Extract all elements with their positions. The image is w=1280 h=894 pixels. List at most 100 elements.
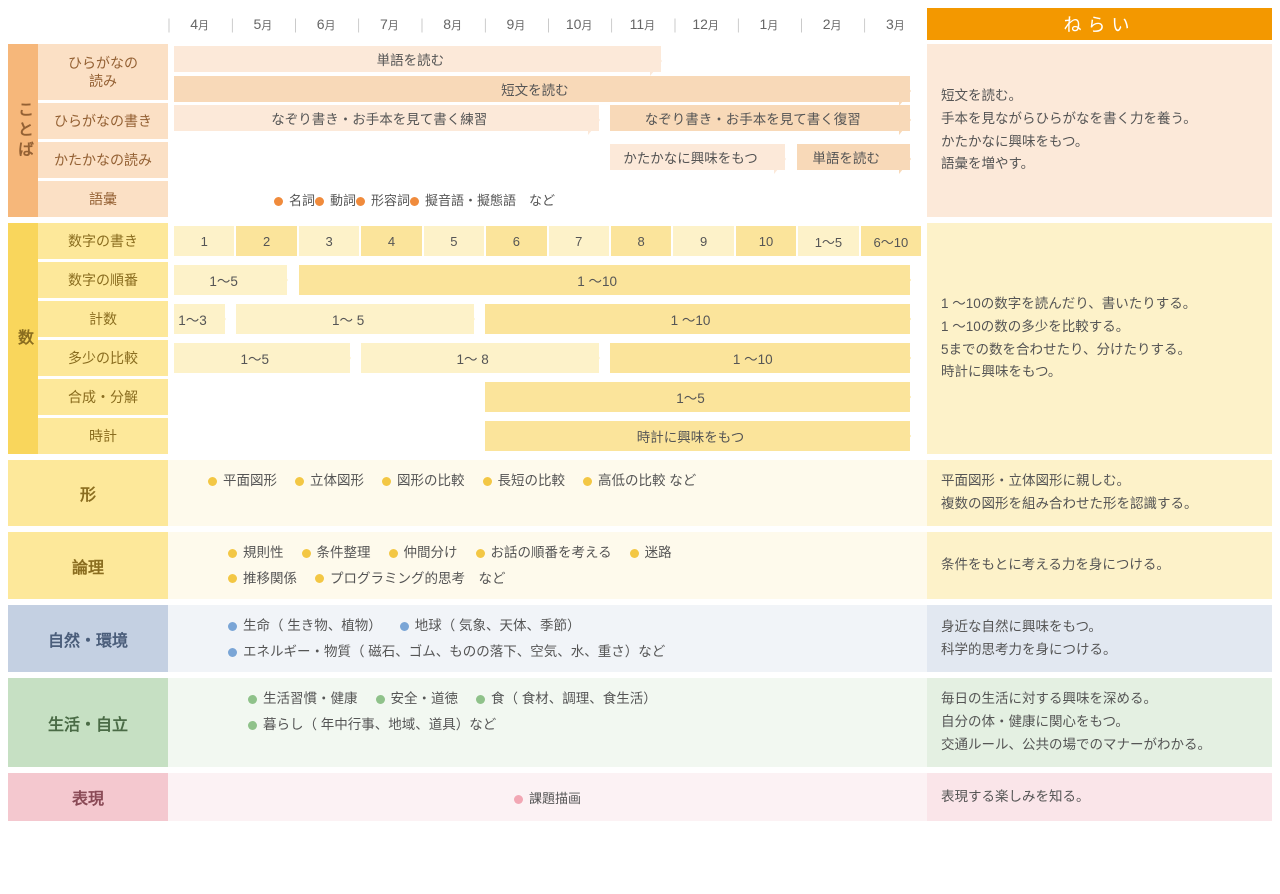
goi-item: 名詞 bbox=[274, 190, 315, 209]
label-seikatsu: 生活・自立 bbox=[8, 678, 168, 767]
suuji-cell: 2 bbox=[236, 226, 296, 256]
month-1: 1月 bbox=[737, 16, 800, 33]
sub-tokei: 時計 bbox=[38, 418, 168, 454]
bar: 1 ～10 bbox=[610, 343, 910, 373]
section-shizen: 自然・環境 生命（ 生き物、植物）地球（ 気象、天体、季節）エネルギー・物質（ … bbox=[8, 605, 1272, 672]
month-11: 11月 bbox=[611, 16, 674, 33]
suuji-cell: 9 bbox=[673, 226, 733, 256]
bullet-item: 平面図形 bbox=[208, 473, 277, 488]
bullet-item: 立体図形 bbox=[295, 473, 364, 488]
bar: 1～5 bbox=[174, 343, 350, 373]
header-row: 4月5月6月7月8月9月10月11月12月1月2月3月 ねらい bbox=[8, 8, 1272, 40]
shizen-bullets: 生命（ 生き物、植物）地球（ 気象、天体、季節）エネルギー・物質（ 磁石、ゴム、… bbox=[168, 605, 927, 672]
sub-suuji-kaki: 数字の書き bbox=[38, 223, 168, 259]
nerai-line: 語彙を増やす。 bbox=[941, 153, 1258, 176]
month-5: 5月 bbox=[231, 16, 294, 33]
suuji-kaki-cells: 123456789101～56～10 bbox=[174, 226, 921, 256]
bar: 1～3 bbox=[174, 304, 225, 334]
suuji-cell: 1～5 bbox=[798, 226, 858, 256]
bar: 1～ 8 bbox=[361, 343, 599, 373]
bar: 1～5 bbox=[485, 382, 910, 412]
sub-hiragana-write: ひらがなの書き bbox=[38, 103, 168, 139]
seikatsu-bullets: 生活習慣・健康安全・道徳食（ 食材、調理、食生活）暮らし（ 年中行事、地域、道具… bbox=[168, 678, 927, 767]
goi-item: 擬音語・擬態語 など bbox=[410, 190, 555, 209]
sub-gousei: 合成・分解 bbox=[38, 379, 168, 415]
bullet-item: 高低の比較 など bbox=[583, 473, 696, 488]
bullet-item: プログラミング的思考 など bbox=[315, 571, 506, 586]
nerai-line: 自分の体・健康に関心をもつ。 bbox=[941, 711, 1258, 734]
month-9: 9月 bbox=[484, 16, 547, 33]
section-kotoba: ことば ひらがなの 読み ひらがなの書き かたかなの読み 語彙 単語を読む 短文… bbox=[8, 44, 1272, 217]
bullet-item: 地球（ 気象、天体、季節） bbox=[400, 618, 581, 633]
label-ronri: 論理 bbox=[8, 532, 168, 599]
bar: 1 ～10 bbox=[299, 265, 910, 295]
label-hyougen: 表現 bbox=[8, 773, 168, 821]
sub-keisuu: 計数 bbox=[38, 301, 168, 337]
sub-goi: 語彙 bbox=[38, 181, 168, 217]
section-katachi: 形 平面図形 立体図形 図形の比較 長短の比較 高低の比較 など 平面図形・立体図形に親… bbox=[8, 460, 1272, 526]
bullet-item: お話の順番を考える bbox=[476, 545, 612, 560]
bullet-item: 課題描画 bbox=[514, 788, 581, 807]
goi-item: 動詞 bbox=[315, 190, 356, 209]
category-kotoba: ことば bbox=[8, 44, 38, 217]
bullet-item: 食（ 食材、調理、食生活） bbox=[476, 691, 657, 706]
bullet-item: 暮らし（ 年中行事、地域、道具）など bbox=[248, 717, 496, 732]
nerai-line: 5までの数を合わせたり、分けたりする。 bbox=[941, 339, 1258, 362]
nerai-kazu: 1 ～10の数字を読んだり、書いたりする。1 ～10の数の多少を比較する。5まで… bbox=[927, 223, 1272, 454]
suuji-cell: 10 bbox=[736, 226, 796, 256]
section-ronri: 論理 規則性条件整理仲間分けお話の順番を考える迷路推移関係プログラミング的思考 … bbox=[8, 532, 1272, 599]
month-10: 10月 bbox=[548, 16, 611, 33]
section-hyougen: 表現 課題描画 表現する楽しみを知る。 bbox=[8, 773, 1272, 821]
nerai-line: 条件をもとに考える力を身につける。 bbox=[941, 554, 1258, 577]
section-seikatsu: 生活・自立 生活習慣・健康安全・道徳食（ 食材、調理、食生活）暮らし（ 年中行事… bbox=[8, 678, 1272, 767]
bullet-item: 図形の比較 bbox=[382, 473, 465, 488]
bar-hiragana-write-2: なぞり書き・お手本を見て書く復習 bbox=[610, 105, 910, 131]
suuji-cell: 7 bbox=[549, 226, 609, 256]
nerai-katachi: 平面図形・立体図形に親しむ。複数の図形を組み合わせた形を認識する。 bbox=[927, 460, 1272, 526]
bar-hiragana-write-1: なぞり書き・お手本を見て書く練習 bbox=[174, 105, 599, 131]
month-6: 6月 bbox=[295, 16, 358, 33]
nerai-line: 1 ～10の数の多少を比較する。 bbox=[941, 316, 1258, 339]
nerai-line: 1 ～10の数字を読んだり、書いたりする。 bbox=[941, 293, 1258, 316]
sub-katakana: かたかなの読み bbox=[38, 142, 168, 178]
nerai-header: ねらい bbox=[927, 8, 1272, 40]
bar: 1～5 bbox=[174, 265, 287, 295]
goi-bullets: 名詞動詞形容詞擬音語・擬態語 など bbox=[174, 181, 921, 217]
bullet-item: 迷路 bbox=[630, 545, 672, 560]
bar: 1～ 5 bbox=[236, 304, 474, 334]
bar-katakana-1: かたかなに興味をもつ bbox=[610, 144, 786, 170]
label-shizen: 自然・環境 bbox=[8, 605, 168, 672]
suuji-cell: 6 bbox=[486, 226, 546, 256]
month-12: 12月 bbox=[674, 16, 737, 33]
nerai-line: かたかなに興味をもつ。 bbox=[941, 131, 1258, 154]
bullet-item: 長短の比較 bbox=[483, 473, 566, 488]
bar: 時計に興味をもつ bbox=[485, 421, 910, 451]
sub-junban: 数字の順番 bbox=[38, 262, 168, 298]
bar-hiragana-read-2: 短文を読む bbox=[174, 76, 910, 102]
nerai-line: 平面図形・立体図形に親しむ。 bbox=[941, 470, 1258, 493]
bullet-item: 推移関係 bbox=[228, 571, 297, 586]
katachi-bullets: 平面図形 立体図形 図形の比較 長短の比較 高低の比較 など bbox=[168, 460, 927, 526]
nerai-line: 手本を見ながらひらがなを書く力を養う。 bbox=[941, 108, 1258, 131]
nerai-seikatsu: 毎日の生活に対する興味を深める。自分の体・健康に関心をもつ。交通ルール、公共の場… bbox=[927, 678, 1272, 767]
bar: 1 ～10 bbox=[485, 304, 910, 334]
nerai-line: 交通ルール、公共の場でのマナーがわかる。 bbox=[941, 734, 1258, 757]
nerai-ronri: 条件をもとに考える力を身につける。 bbox=[927, 532, 1272, 599]
month-7: 7月 bbox=[358, 16, 421, 33]
nerai-line: 時計に興味をもつ。 bbox=[941, 361, 1258, 384]
nerai-line: 科学的思考力を身につける。 bbox=[941, 639, 1258, 662]
ronri-bullets: 規則性条件整理仲間分けお話の順番を考える迷路推移関係プログラミング的思考 など bbox=[168, 532, 927, 599]
sub-tashou: 多少の比較 bbox=[38, 340, 168, 376]
suuji-cell: 8 bbox=[611, 226, 671, 256]
bullet-item: 生活習慣・健康 bbox=[248, 691, 358, 706]
goi-item: 形容詞 bbox=[356, 190, 410, 209]
bullet-item: 規則性 bbox=[228, 545, 284, 560]
suuji-cell: 6～10 bbox=[861, 226, 921, 256]
bullet-item: エネルギー・物質（ 磁石、ゴム、ものの落下、空気、水、重さ）など bbox=[228, 644, 665, 659]
months-axis: 4月5月6月7月8月9月10月11月12月1月2月3月 bbox=[168, 8, 927, 40]
label-katachi: 形 bbox=[8, 460, 168, 526]
month-3: 3月 bbox=[864, 16, 927, 33]
nerai-line: 短文を読む。 bbox=[941, 85, 1258, 108]
suuji-cell: 5 bbox=[424, 226, 484, 256]
nerai-line: 身近な自然に興味をもつ。 bbox=[941, 616, 1258, 639]
